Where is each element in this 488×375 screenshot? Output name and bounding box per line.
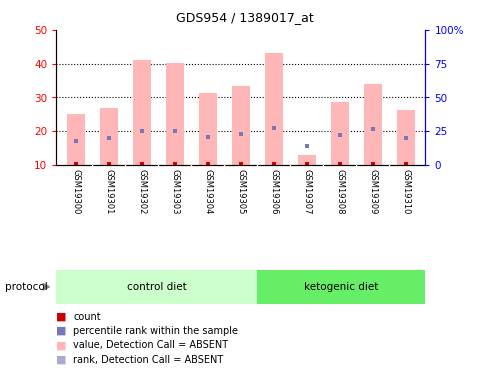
Text: GSM19308: GSM19308 <box>335 169 344 214</box>
Text: ■: ■ <box>56 312 66 322</box>
Text: GDS954 / 1389017_at: GDS954 / 1389017_at <box>175 11 313 24</box>
Text: GSM19302: GSM19302 <box>137 169 146 214</box>
Text: count: count <box>73 312 101 322</box>
Bar <box>257 270 425 304</box>
Text: GSM19305: GSM19305 <box>236 169 245 214</box>
Text: ■: ■ <box>56 340 66 350</box>
Text: ■: ■ <box>56 355 66 364</box>
Bar <box>133 60 151 165</box>
Text: GSM19301: GSM19301 <box>104 169 113 214</box>
Bar <box>100 108 118 165</box>
Text: ■: ■ <box>56 326 66 336</box>
Text: percentile rank within the sample: percentile rank within the sample <box>73 326 238 336</box>
Bar <box>199 93 217 165</box>
Bar <box>363 84 381 165</box>
Text: protocol: protocol <box>5 282 47 292</box>
Bar <box>165 63 183 165</box>
Text: GSM19306: GSM19306 <box>269 169 278 214</box>
Text: ketogenic diet: ketogenic diet <box>304 282 378 292</box>
Bar <box>231 86 249 165</box>
Bar <box>264 53 282 165</box>
Bar <box>396 110 414 165</box>
Bar <box>67 114 85 165</box>
Bar <box>330 102 348 165</box>
Text: value, Detection Call = ABSENT: value, Detection Call = ABSENT <box>73 340 228 350</box>
Text: GSM19307: GSM19307 <box>302 169 311 214</box>
Text: control diet: control diet <box>127 282 186 292</box>
Bar <box>56 270 257 304</box>
Text: GSM19300: GSM19300 <box>71 169 81 214</box>
Text: GSM19304: GSM19304 <box>203 169 212 214</box>
Text: GSM19310: GSM19310 <box>400 169 409 214</box>
Text: GSM19303: GSM19303 <box>170 169 179 214</box>
Bar <box>297 155 315 165</box>
Text: rank, Detection Call = ABSENT: rank, Detection Call = ABSENT <box>73 355 223 364</box>
Text: GSM19309: GSM19309 <box>367 169 376 214</box>
